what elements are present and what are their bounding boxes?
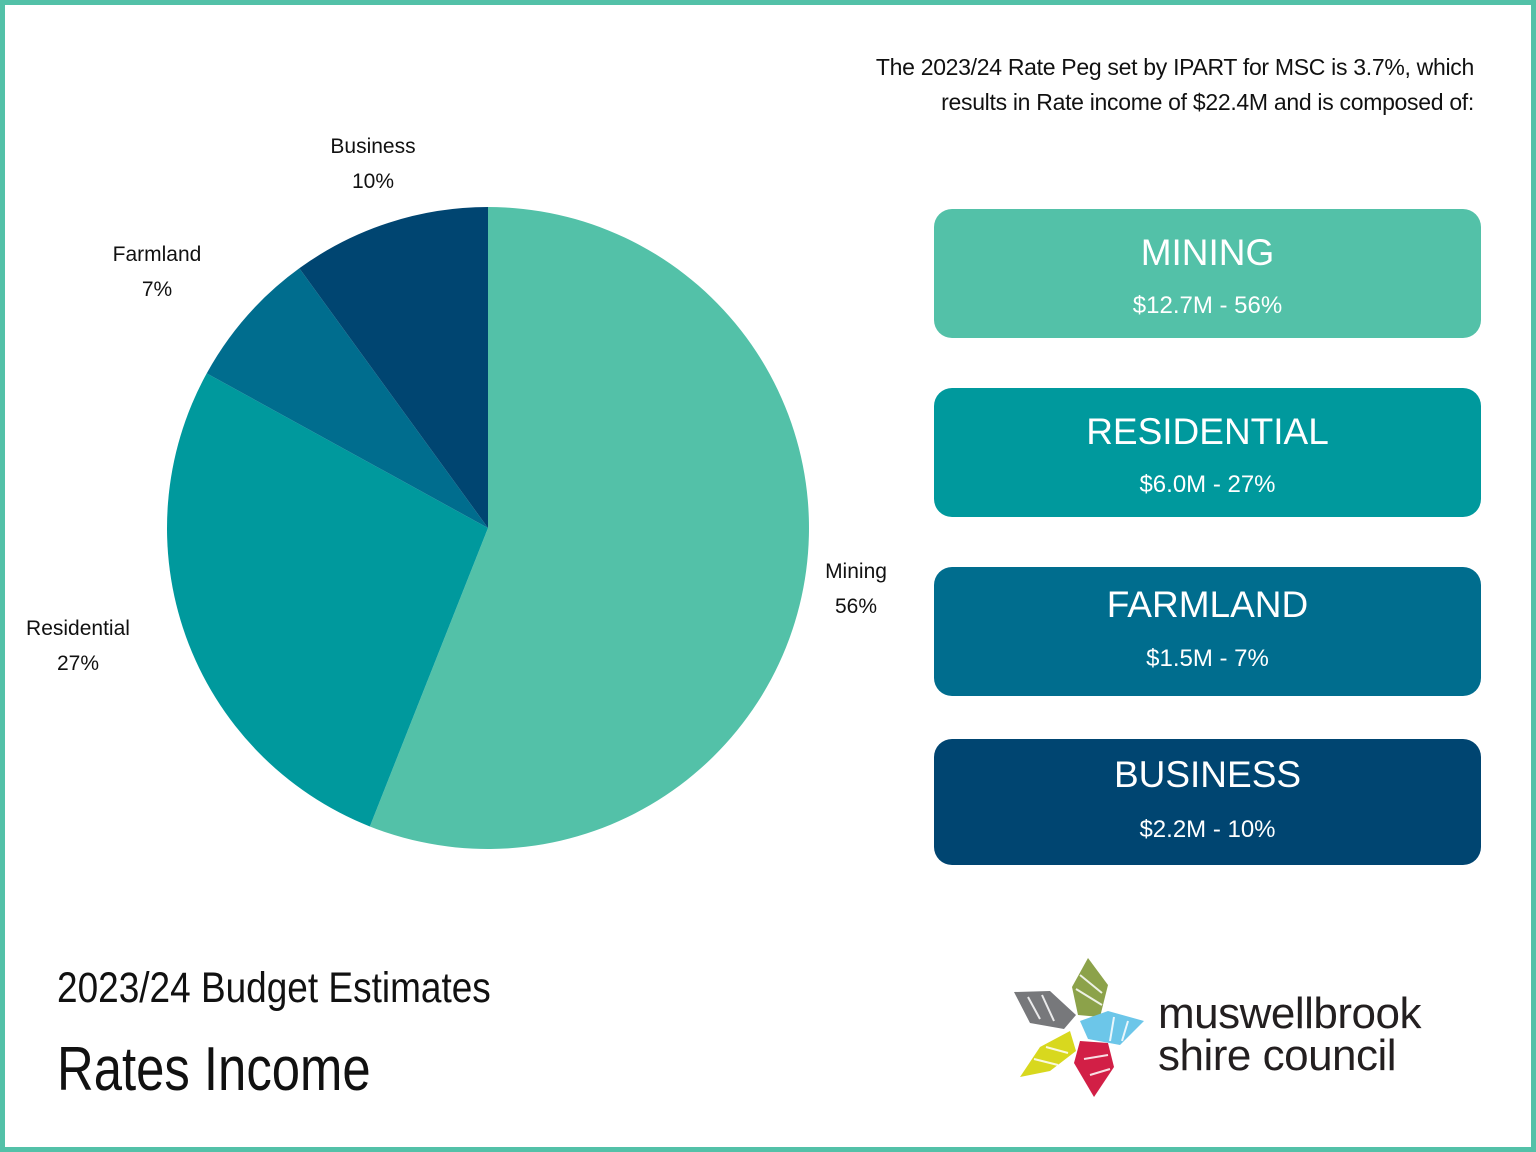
intro-line-2: results in Rate income of $22.4M and is … <box>941 89 1474 115</box>
pie-slice-business <box>299 207 488 528</box>
pie-slice-mining <box>369 207 809 850</box>
slice-value-mining: 56% <box>835 595 877 618</box>
card-residential: RESIDENTIAL $6.0M - 27% <box>934 388 1481 517</box>
card-amount: $2.2M - 10% <box>1139 816 1276 843</box>
slice-label-residential: Residential <box>26 617 130 640</box>
slice-label-business: Business <box>330 135 415 158</box>
card-category: FARMLAND <box>1106 584 1309 625</box>
card-amount: $1.5M - 7% <box>1146 645 1269 672</box>
slice-value-residential: 27% <box>57 652 99 675</box>
star-logo-icon <box>1014 958 1144 1097</box>
card-category: MINING <box>1140 232 1275 273</box>
logo-wordmark: muswellbrook shire council <box>1158 989 1421 1080</box>
card-amount: $6.0M - 27% <box>1139 471 1276 498</box>
intro-text: The 2023/24 Rate Peg set by IPART for MS… <box>834 50 1474 120</box>
slice-value-farmland: 7% <box>142 278 172 301</box>
slice-value-business: 10% <box>352 170 394 193</box>
card-amount: $12.7M - 56% <box>1132 292 1283 319</box>
logo-line-1: muswellbrook <box>1158 989 1421 1038</box>
intro-line-1: The 2023/24 Rate Peg set by IPART for MS… <box>875 54 1474 80</box>
page-subtitle: 2023/24 Budget Estimates <box>57 964 491 1012</box>
card-mining: MINING $12.7M - 56% <box>934 209 1481 338</box>
pie-slice-residential <box>167 373 489 827</box>
card-farmland: FARMLAND $1.5M - 7% <box>934 567 1481 696</box>
slice-label-farmland: Farmland <box>113 243 202 266</box>
pie-chart: Mining 56% Residential 27% Farmland 7% Busines… <box>26 135 887 850</box>
logo-line-2: shire council <box>1158 1031 1397 1080</box>
pie-slice-farmland <box>206 268 488 528</box>
slice-label-mining: Mining <box>825 560 887 583</box>
page-title: Rates Income <box>57 1035 371 1104</box>
card-business: BUSINESS $2.2M - 10% <box>934 739 1481 865</box>
card-category: RESIDENTIAL <box>1086 411 1329 452</box>
council-logo: muswellbrook shire council <box>1010 955 1490 1105</box>
card-category: BUSINESS <box>1113 754 1302 795</box>
